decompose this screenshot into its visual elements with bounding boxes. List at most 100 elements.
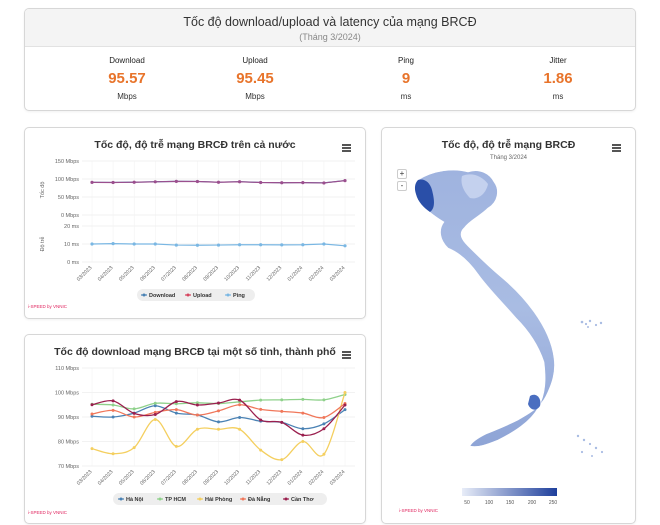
x-tick-label: 02/2024 — [308, 469, 326, 487]
vietnam-country-shape — [414, 169, 555, 447]
metric-unit: Mbps — [245, 92, 265, 101]
metric-jitter: Jitter 1.86 ms — [483, 56, 633, 101]
chart-credit: i-SPEED by VNNIC — [28, 510, 68, 515]
vietnam-map: 50 100 150 200 250 — [414, 169, 604, 506]
legend-label: Hải Phòng — [205, 497, 232, 503]
data-point-danang — [111, 408, 115, 412]
x-tick-label: 11/2023 — [245, 265, 262, 282]
x-tick-label: 05/2023 — [118, 265, 136, 283]
northwest-province-highlight — [414, 179, 434, 212]
data-point-ping — [259, 243, 263, 247]
data-point-haiphong — [111, 452, 115, 456]
chart-credit: i-SPEED by VNNIC — [28, 304, 68, 309]
y-tick-label: 0 ms — [67, 260, 79, 266]
data-point-upload — [280, 181, 284, 185]
chart-legend: Download Upload Ping — [137, 289, 255, 301]
map-menu-icon[interactable] — [612, 144, 621, 152]
data-point-hanoi — [301, 427, 305, 431]
data-point-ping — [153, 242, 157, 246]
data-point-tphcm — [111, 403, 115, 407]
data-point-tphcm — [195, 401, 199, 405]
data-point-upload — [195, 179, 200, 184]
data-point-upload — [301, 181, 305, 185]
x-tick-label: 07/2023 — [160, 469, 178, 487]
data-point-danang — [280, 409, 284, 413]
islands — [576, 319, 604, 457]
legend-marker — [119, 497, 123, 501]
data-point-haiphong — [343, 391, 347, 394]
data-point-cantho — [111, 399, 115, 403]
latency-axis-label: Độ trễ — [39, 237, 46, 252]
legend-tick: 200 — [528, 500, 537, 506]
y-tick-label: 80 Mbps — [58, 440, 79, 446]
vietnam-map-card: Tốc độ, độ trễ mạng BRCĐ Tháng 3/2024 + … — [381, 127, 636, 524]
y-tick-label: 100 Mbps — [55, 177, 79, 183]
x-tick-label: 03/2023 — [76, 265, 94, 283]
legend-label: Upload — [193, 293, 212, 299]
data-point-upload — [111, 180, 115, 185]
summary-header: Tốc độ download/upload và latency của mạ… — [25, 9, 635, 47]
data-point-ping — [322, 242, 326, 246]
data-point-haiphong — [132, 446, 136, 450]
y-tick-label: 110 Mbps — [55, 366, 79, 372]
legend-tick: 100 — [485, 500, 494, 506]
zoom-out-button[interactable]: - — [397, 181, 407, 191]
x-tick-label: 09/2023 — [202, 469, 220, 487]
x-tick-label: 08/2023 — [181, 265, 199, 283]
chart-menu-icon[interactable] — [342, 351, 351, 359]
data-point-hanoi — [217, 420, 220, 424]
data-point-ping — [174, 243, 178, 247]
metric-download: Download 95.57 Mbps — [52, 56, 202, 101]
data-point-danang — [195, 413, 199, 417]
data-point-haiphong — [153, 417, 157, 421]
data-point-tphcm — [301, 397, 305, 401]
data-point-ping — [132, 242, 136, 246]
data-point-hanoi — [174, 411, 178, 415]
data-point-cantho — [217, 401, 220, 405]
chart-menu-icon[interactable] — [342, 144, 351, 152]
legend-label: Ping — [233, 293, 245, 299]
zoom-in-button[interactable]: + — [397, 169, 407, 179]
data-point-danang — [238, 403, 242, 407]
data-point-haiphong — [195, 427, 199, 431]
summary-subtitle: (Tháng 3/2024) — [299, 32, 361, 42]
data-point-haiphong — [238, 427, 242, 431]
y-tick-label: 0 Mbps — [61, 213, 79, 219]
data-point-cantho — [174, 400, 178, 404]
national-speed-chart-card: Tốc độ, độ trễ mạng BRCĐ trên cả nước 15… — [24, 127, 366, 319]
data-point-haiphong — [217, 427, 220, 431]
x-tick-label: 11/2023 — [245, 469, 262, 486]
legend-label: Hà Nội — [126, 497, 144, 503]
south-province-highlight — [528, 394, 541, 410]
metric-label: Jitter — [549, 56, 567, 65]
data-point-hanoi — [322, 422, 326, 426]
chart-title: Tốc độ, độ trễ mạng BRCĐ trên cả nước — [94, 139, 296, 151]
x-tick-label: 06/2023 — [139, 469, 157, 487]
summary-card: Tốc độ download/upload và latency của mạ… — [24, 8, 636, 111]
data-point-cantho — [90, 403, 94, 407]
province-download-chart-card: Tốc độ download mạng BRCĐ tại một số tỉn… — [24, 334, 366, 524]
legend-label: TP HCM — [165, 497, 186, 503]
data-point-tphcm — [153, 401, 157, 405]
data-point-upload — [259, 180, 263, 185]
metric-label: Ping — [397, 56, 414, 65]
data-point-haiphong — [301, 440, 305, 443]
data-point-upload — [153, 180, 157, 184]
data-point-tphcm — [174, 402, 178, 406]
national-speed-chart: 150 Mbps 100 Mbps 50 Mbps 0 Mbps 20 ms 10 ms 0… — [39, 159, 355, 301]
metric-label: Download — [109, 56, 145, 65]
x-tick-label: 03/2023 — [76, 469, 94, 487]
data-point-cantho — [238, 398, 242, 402]
y-tick-label: 10 ms — [64, 242, 79, 248]
x-tick-label: 06/2023 — [139, 265, 157, 283]
data-point-danang — [301, 411, 305, 415]
x-tick-label: 04/2023 — [97, 469, 115, 487]
y-tick-label: 100 Mbps — [55, 391, 79, 397]
metric-unit: Mbps — [117, 92, 137, 101]
metric-value: 95.57 — [108, 70, 146, 87]
data-point-cantho — [280, 420, 284, 424]
data-point-danang — [153, 410, 157, 414]
x-tick-label: 03/2024 — [329, 469, 347, 487]
x-tick-label: 07/2023 — [160, 265, 178, 283]
